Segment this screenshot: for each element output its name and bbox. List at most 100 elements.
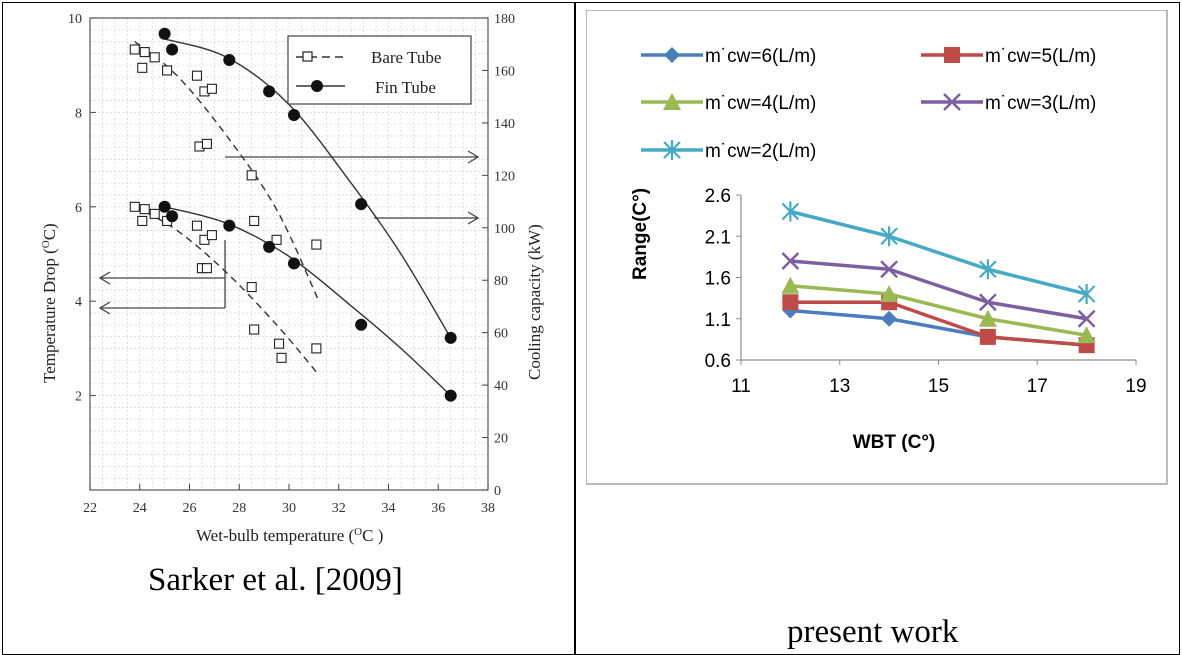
- left-chart-y2label: Cooling capacity (kW): [525, 224, 544, 380]
- data-point-square: [206, 230, 217, 241]
- right-chart-border: [586, 10, 1168, 485]
- right-chart-legend: m˙cw=6(L/m) m˙cw=5(L/m) m˙cw=4(L/m) m˙cw=3(…: [641, 46, 1096, 162]
- data-point-square: [137, 215, 148, 227]
- y2-tick-label: 160: [494, 64, 515, 79]
- data-point-square: [311, 239, 322, 250]
- data-point-square: [201, 263, 212, 274]
- data-point-square: [201, 138, 212, 149]
- y-tick-label: 1.1: [705, 310, 731, 331]
- data-point-square: [139, 204, 150, 215]
- legend-marker-circle-icon: [311, 80, 323, 92]
- y-tick-label: 6: [75, 201, 82, 216]
- marker-x-icon: [880, 260, 899, 279]
- y2-tick-label: 20: [494, 432, 508, 447]
- data-point-square: [191, 70, 203, 81]
- y-tick-label: 2: [75, 390, 82, 405]
- y2-tick-label: 120: [494, 169, 515, 184]
- x-tick-label: 11: [731, 376, 751, 397]
- data-point-circle: [263, 85, 276, 98]
- legend-label: m˙cw=2(L/m): [705, 141, 816, 162]
- data-point-circle: [287, 109, 300, 122]
- data-point-square: [137, 62, 148, 73]
- y-tick-label: 1.6: [705, 269, 731, 290]
- legend-marker-square-icon: [302, 51, 313, 62]
- marker-diamond-icon: [664, 47, 680, 63]
- legend-label: m˙cw=6(L/m): [705, 46, 816, 67]
- x-tick-label: 22: [83, 501, 97, 516]
- data-point-circle: [158, 200, 171, 213]
- data-point-square: [311, 343, 322, 354]
- legend-label: m˙cw=4(L/m): [705, 93, 816, 114]
- data-point-circle: [166, 43, 179, 56]
- data-point-circle: [287, 257, 300, 270]
- data-point-circle: [223, 53, 236, 66]
- marker-star-icon: [880, 226, 898, 247]
- data-point-square: [246, 281, 257, 293]
- x-tick-label: 19: [1125, 376, 1146, 397]
- data-point-square: [129, 201, 140, 212]
- marker-triangle-icon: [978, 309, 997, 327]
- left-chart-xlabel: Wet-bulb temperature (OC ): [196, 526, 383, 545]
- marker-star-icon: [979, 259, 997, 280]
- marker-star-icon: [663, 140, 681, 160]
- data-point-square: [206, 83, 217, 94]
- data-point-square: [273, 338, 285, 349]
- x-tick-label: 30: [282, 501, 296, 516]
- x-tick-label: 34: [382, 501, 396, 516]
- data-point-square: [139, 47, 150, 58]
- left-chart: 22 24 26 28 30 32 34 36 382468100204060801001201…: [40, 12, 544, 545]
- series-line: [790, 259, 1087, 321]
- y2-tick-label: 140: [494, 117, 515, 132]
- left-chart-series: [129, 27, 457, 402]
- fit-line: [134, 206, 317, 373]
- legend-label: m˙cw=5(L/m): [985, 46, 1096, 67]
- marker-triangle-icon: [880, 285, 899, 302]
- marker-square-icon: [782, 294, 799, 311]
- data-point-square: [162, 65, 173, 76]
- marker-x-icon: [943, 93, 961, 111]
- x-tick-label: 38: [481, 501, 495, 516]
- data-point-circle: [223, 219, 236, 232]
- x-tick-label: 32: [332, 501, 346, 516]
- data-point-square: [246, 170, 257, 181]
- left-chart-ylabel: Temperature Drop (OC): [40, 223, 59, 383]
- y2-tick-label: 40: [494, 379, 508, 394]
- data-point-circle: [444, 331, 457, 344]
- legend-label-fin-tube: Fin Tube: [375, 78, 436, 97]
- marker-triangle-icon: [1077, 326, 1096, 344]
- marker-star-icon: [781, 201, 800, 222]
- data-point-square: [129, 44, 140, 55]
- x-tick-label: 13: [829, 376, 850, 397]
- marker-diamond-icon: [881, 310, 898, 327]
- right-chart-series: [781, 201, 1096, 354]
- y2-tick-label: 180: [494, 12, 515, 27]
- data-point-circle: [355, 198, 368, 211]
- marker-triangle-icon: [663, 93, 681, 110]
- series-line: [790, 300, 1087, 347]
- y-tick-label: 0.6: [705, 351, 731, 372]
- series-line: [790, 284, 1087, 337]
- fit-line: [164, 206, 452, 397]
- x-tick-label: 17: [1027, 376, 1048, 397]
- y-tick-label: 2.1: [705, 227, 731, 248]
- fit-line: [134, 41, 320, 302]
- y-tick-label: 8: [75, 106, 82, 121]
- x-tick-label: 26: [183, 501, 197, 516]
- legend-label-bare-tube: Bare Tube: [371, 48, 441, 67]
- right-caption: present work: [787, 614, 959, 650]
- data-point-circle: [355, 318, 368, 331]
- left-chart-arrows: [98, 150, 480, 315]
- marker-x-icon: [781, 252, 800, 270]
- y2-tick-label: 0: [494, 484, 501, 499]
- left-caption: Sarker et al. [2009]: [148, 562, 403, 598]
- right-chart-ylabel: Range(C°): [630, 188, 651, 280]
- left-chart-ticks: 22 24 26 28 30 32 34 36 382468100204060801001201…: [68, 12, 515, 516]
- data-point-square: [191, 220, 203, 231]
- data-point-square: [271, 234, 282, 245]
- y2-tick-label: 100: [494, 222, 515, 237]
- right-chart-xlabel: WBT (C°): [853, 432, 936, 453]
- right-chart-axes: 0.6 1.1 1.6 2.1 2.6 11 13 15 17 19: [705, 186, 1147, 397]
- marker-square-icon: [944, 47, 960, 63]
- x-tick-label: 15: [928, 376, 949, 397]
- marker-square-icon: [979, 328, 996, 345]
